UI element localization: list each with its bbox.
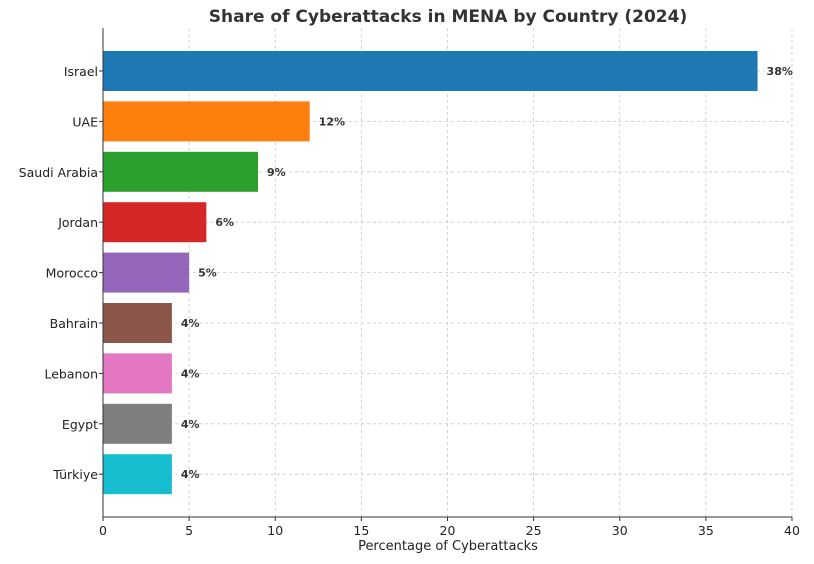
y-tick-label: Egypt: [62, 417, 98, 432]
x-tick-label: 25: [526, 523, 542, 538]
bar-egypt: [103, 403, 172, 444]
bar-saudi-arabia: [103, 151, 259, 192]
bar-jordan: [103, 202, 207, 243]
bar-bahrain: [103, 303, 172, 343]
bar-value-label: 5%: [198, 267, 217, 280]
x-tick-label: 15: [353, 523, 369, 538]
bar-uae: [103, 101, 310, 142]
bar-lebanon: [103, 353, 172, 394]
bar-value-label: 4%: [181, 418, 200, 431]
axes: Israel UAE Saudi Arabia Jordan Morocco Bahrai…: [19, 28, 800, 538]
bar-value-label: 6%: [215, 216, 234, 229]
bar-value-label: 4%: [181, 468, 200, 481]
data-labels: 38% 12% 9% 6% 5% 4% 4% 4% 4%: [181, 65, 793, 481]
bar-value-label: 38%: [767, 65, 793, 78]
y-tick-label: Israel: [64, 64, 98, 79]
x-tick-label: 30: [612, 523, 628, 538]
x-tick-label: 40: [784, 523, 800, 538]
bar-value-label: 9%: [267, 166, 286, 179]
bar-t-rkiye: [103, 454, 172, 495]
y-tick-label: UAE: [72, 114, 98, 129]
y-tick-label: Lebanon: [44, 366, 98, 381]
x-axis-label: Percentage of Cyberattacks: [358, 539, 538, 554]
x-tick-label: 35: [698, 523, 714, 538]
bar-value-label: 12%: [319, 115, 345, 128]
x-tick-label: 20: [440, 523, 456, 538]
y-tick-label: Bahrain: [50, 316, 98, 331]
y-tick-label: Türkiye: [52, 467, 98, 482]
x-tick-label: 5: [185, 523, 193, 538]
chart-title: Share of Cyberattacks in MENA by Country…: [209, 7, 687, 27]
bars: [103, 51, 758, 495]
bar-morocco: [103, 252, 190, 293]
y-tick-label: Saudi Arabia: [19, 165, 98, 180]
bar-value-label: 4%: [181, 367, 200, 380]
x-tick-label: 10: [267, 523, 283, 538]
bar-value-label: 4%: [181, 317, 200, 330]
bar-israel: [103, 51, 758, 91]
y-tick-label: Morocco: [46, 266, 98, 281]
y-tick-label: Jordan: [57, 215, 98, 230]
x-tick-label: 0: [99, 523, 107, 538]
